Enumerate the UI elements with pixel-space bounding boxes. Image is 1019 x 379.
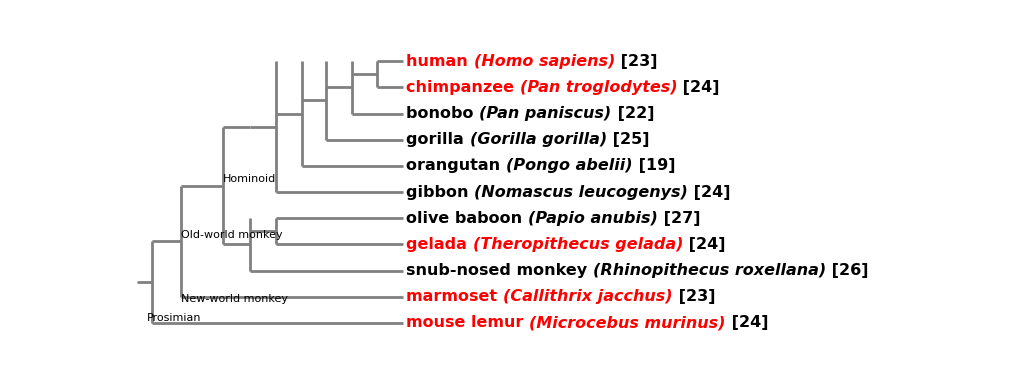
Text: [24]: [24]: [683, 237, 725, 252]
Text: (Pan paniscus): (Pan paniscus): [479, 106, 611, 121]
Text: Hominoid: Hominoid: [223, 174, 276, 184]
Text: [23]: [23]: [672, 289, 714, 304]
Text: (Pongo abelii): (Pongo abelii): [505, 158, 632, 173]
Text: (Papio anubis): (Papio anubis): [528, 211, 657, 226]
Text: Old-world monkey: Old-world monkey: [180, 230, 282, 240]
Text: snub-nosed monkey: snub-nosed monkey: [406, 263, 592, 278]
Text: gelada: gelada: [406, 237, 472, 252]
Text: [26]: [26]: [825, 263, 868, 278]
Text: [24]: [24]: [725, 315, 767, 330]
Text: [23]: [23]: [614, 54, 657, 69]
Text: Prosimian: Prosimian: [147, 313, 202, 323]
Text: [24]: [24]: [677, 80, 719, 95]
Text: marmoset: marmoset: [406, 289, 502, 304]
Text: bonobo: bonobo: [406, 106, 479, 121]
Text: chimpanzee: chimpanzee: [406, 80, 520, 95]
Text: (Pan troglodytes): (Pan troglodytes): [520, 80, 677, 95]
Text: (Microcebus murinus): (Microcebus murinus): [529, 315, 725, 330]
Text: [25]: [25]: [606, 132, 649, 147]
Text: gorilla: gorilla: [406, 132, 469, 147]
Text: (Homo sapiens): (Homo sapiens): [473, 54, 614, 69]
Text: human: human: [406, 54, 473, 69]
Text: orangutan: orangutan: [406, 158, 505, 173]
Text: (Callithrix jacchus): (Callithrix jacchus): [502, 289, 672, 304]
Text: [22]: [22]: [611, 106, 653, 121]
Text: (Rhinopithecus roxellana): (Rhinopithecus roxellana): [592, 263, 825, 278]
Text: New-world monkey: New-world monkey: [180, 294, 287, 304]
Text: mouse lemur: mouse lemur: [406, 315, 529, 330]
Text: (Gorilla gorilla): (Gorilla gorilla): [469, 132, 606, 147]
Text: (Nomascus leucogenys): (Nomascus leucogenys): [474, 185, 688, 200]
Text: [27]: [27]: [657, 211, 700, 226]
Text: olive baboon: olive baboon: [406, 211, 528, 226]
Text: [24]: [24]: [688, 185, 730, 200]
Text: (Theropithecus gelada): (Theropithecus gelada): [472, 237, 683, 252]
Text: gibbon: gibbon: [406, 185, 474, 200]
Text: [19]: [19]: [632, 158, 675, 173]
